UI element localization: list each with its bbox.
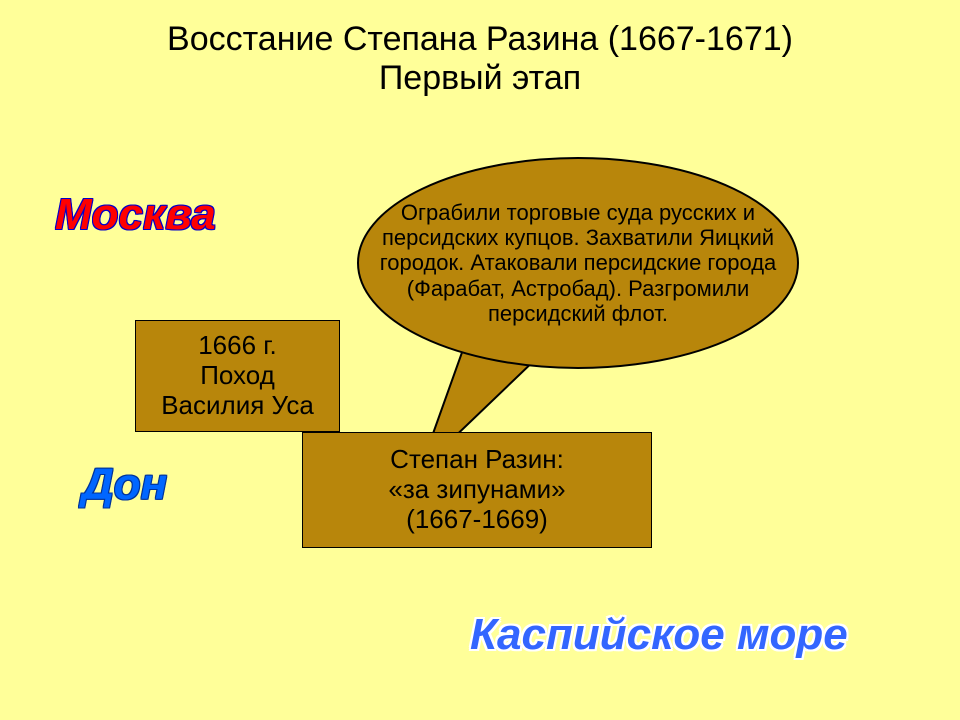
box-razin-line: «за зипунами»: [388, 475, 565, 505]
wordart-don: Дон: [82, 460, 167, 510]
slide-title: Восстание Степана Разина (1667-1671) Пер…: [0, 20, 960, 98]
title-line2: Первый этап: [0, 59, 960, 98]
box-vasily-us: 1666 г. Поход Василия Уса: [135, 320, 340, 432]
box-vasily-line: Поход: [200, 361, 275, 391]
title-line1: Восстание Степана Разина (1667-1671): [0, 20, 960, 59]
callout-text: Ограбили торговые суда русских и персидс…: [358, 158, 798, 368]
wordart-moscow: Москва: [55, 190, 216, 240]
box-razin-line: Степан Разин:: [390, 445, 564, 475]
box-razin-line: (1667-1669): [406, 505, 548, 535]
wordart-caspian: Каспийское море: [470, 610, 848, 660]
box-razin: Степан Разин: «за зипунами» (1667-1669): [302, 432, 652, 548]
box-vasily-line: Василия Уса: [161, 391, 314, 421]
box-vasily-line: 1666 г.: [198, 331, 277, 361]
